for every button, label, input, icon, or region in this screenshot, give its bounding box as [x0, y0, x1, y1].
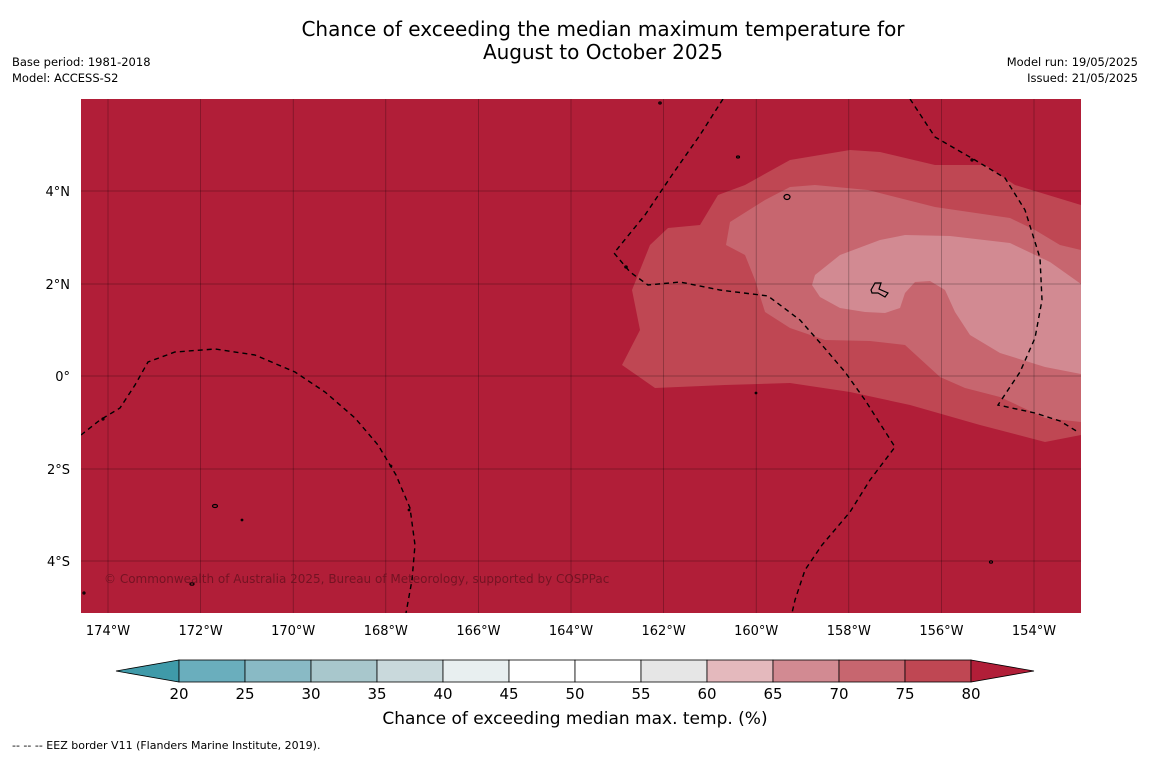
colorbar-tick: 30: [301, 685, 320, 703]
model-name: Model: ACCESS-S2: [12, 71, 119, 85]
kiritimati-island: [870, 282, 889, 298]
lon-label: 158°W: [827, 624, 871, 639]
lon-label: 164°W: [549, 624, 593, 639]
colorbar-extend-high: [970, 659, 1035, 683]
probability-65-70-region: [812, 235, 1081, 374]
graticule: [81, 99, 1081, 613]
colorbar-segment: [244, 659, 312, 683]
eez-border-east: [909, 99, 1079, 433]
colorbar-tick: 50: [565, 685, 584, 703]
meta-left: Base period: 1981-2018 Model: ACCESS-S2: [12, 54, 151, 86]
islands: [82, 101, 994, 595]
colorbar-segment: [640, 659, 708, 683]
copyright-text: © Commonwealth of Australia 2025, Bureau…: [104, 572, 609, 586]
colorbar-segment: [442, 659, 510, 683]
island-phoenix-2: [240, 518, 244, 522]
title-line-2: August to October 2025: [482, 40, 724, 64]
colorbar-tick: 45: [499, 685, 518, 703]
colorbar-segment: [508, 659, 576, 683]
map-title: Chance of exceeding the median maximum t…: [0, 18, 1150, 64]
island-phoenix-1: [211, 503, 219, 509]
lon-label: 162°W: [642, 624, 686, 639]
colorbar-segment: [706, 659, 774, 683]
colorbar-segment: [178, 659, 246, 683]
island-palmyra: [658, 101, 662, 105]
eez-legend-note: -- -- -- EEZ border V11 (Flanders Marine…: [12, 739, 321, 752]
island-phoenix-3: [189, 582, 195, 586]
island-jarvis: [754, 391, 758, 395]
issued-date: Issued: 21/05/2025: [1027, 71, 1138, 85]
colorbar-segment: [772, 659, 840, 683]
latitude-labels: 4°N 2°N 0° 2°S 4°S: [46, 185, 71, 570]
lon-label: 170°W: [271, 624, 315, 639]
lon-label: 154°W: [1012, 624, 1056, 639]
lat-label: 2°N: [46, 278, 71, 293]
colorbar-segment: [376, 659, 444, 683]
lat-label: 4°S: [47, 555, 70, 570]
colorbar-segment: [574, 659, 642, 683]
colorbar-tick: 60: [697, 685, 716, 703]
colorbar-segment: [838, 659, 906, 683]
island-phoenix-4: [389, 464, 393, 468]
meta-right: Model run: 19/05/2025 Issued: 21/05/2025: [1007, 54, 1138, 86]
map-panel: © Commonwealth of Australia 2025, Bureau…: [81, 99, 1081, 613]
island-howland: [101, 417, 105, 421]
lon-label: 172°W: [179, 624, 223, 639]
island-teraina: [735, 155, 741, 159]
colorbar-ticks: 20 25 30 35 40 45 50 55 60 65 70 75 80: [169, 685, 980, 703]
colorbar-tick: 25: [235, 685, 254, 703]
title-line-1: Chance of exceeding the median maximum t…: [301, 17, 905, 41]
colorbar-segment: [310, 659, 378, 683]
lon-label: 174°W: [86, 624, 130, 639]
lon-label: 160°W: [734, 624, 778, 639]
colorbar-tick: 70: [829, 685, 848, 703]
island-kingman: [624, 265, 628, 269]
colorbar-tick: 55: [631, 685, 650, 703]
eez-border-west: [81, 348, 416, 613]
colorbar-tick: 20: [169, 685, 188, 703]
colorbar-tick: 40: [433, 685, 452, 703]
eez-borders: [81, 99, 1079, 613]
island-tabuaeran: [783, 193, 791, 201]
colorbar-segment: [904, 659, 972, 683]
longitude-labels: 174°W 172°W 170°W 168°W 166°W 164°W 162°…: [86, 624, 1056, 639]
lat-label: 0°: [55, 370, 70, 385]
island-phoenix-5: [407, 508, 411, 512]
island-starbuck: [970, 158, 974, 162]
colorbar-tick: 80: [961, 685, 980, 703]
colorbar: [115, 659, 1035, 683]
lon-label: 156°W: [919, 624, 963, 639]
colorbar-tick: 35: [367, 685, 386, 703]
lat-label: 2°S: [47, 463, 70, 478]
model-run: Model run: 19/05/2025: [1006, 55, 1138, 69]
colorbar-tick: 65: [763, 685, 782, 703]
base-period: Base period: 1981-2018: [12, 55, 151, 69]
colorbar-extend-low: [115, 659, 180, 683]
lat-label: 4°N: [46, 185, 71, 200]
island-malden: [988, 560, 994, 564]
colorbar-label: Chance of exceeding median max. temp. (%…: [382, 709, 768, 729]
colorbar-tick: 75: [895, 685, 914, 703]
eez-border-central: [613, 99, 896, 613]
lon-label: 166°W: [456, 624, 500, 639]
island-baker: [82, 591, 86, 595]
lon-label: 168°W: [364, 624, 408, 639]
